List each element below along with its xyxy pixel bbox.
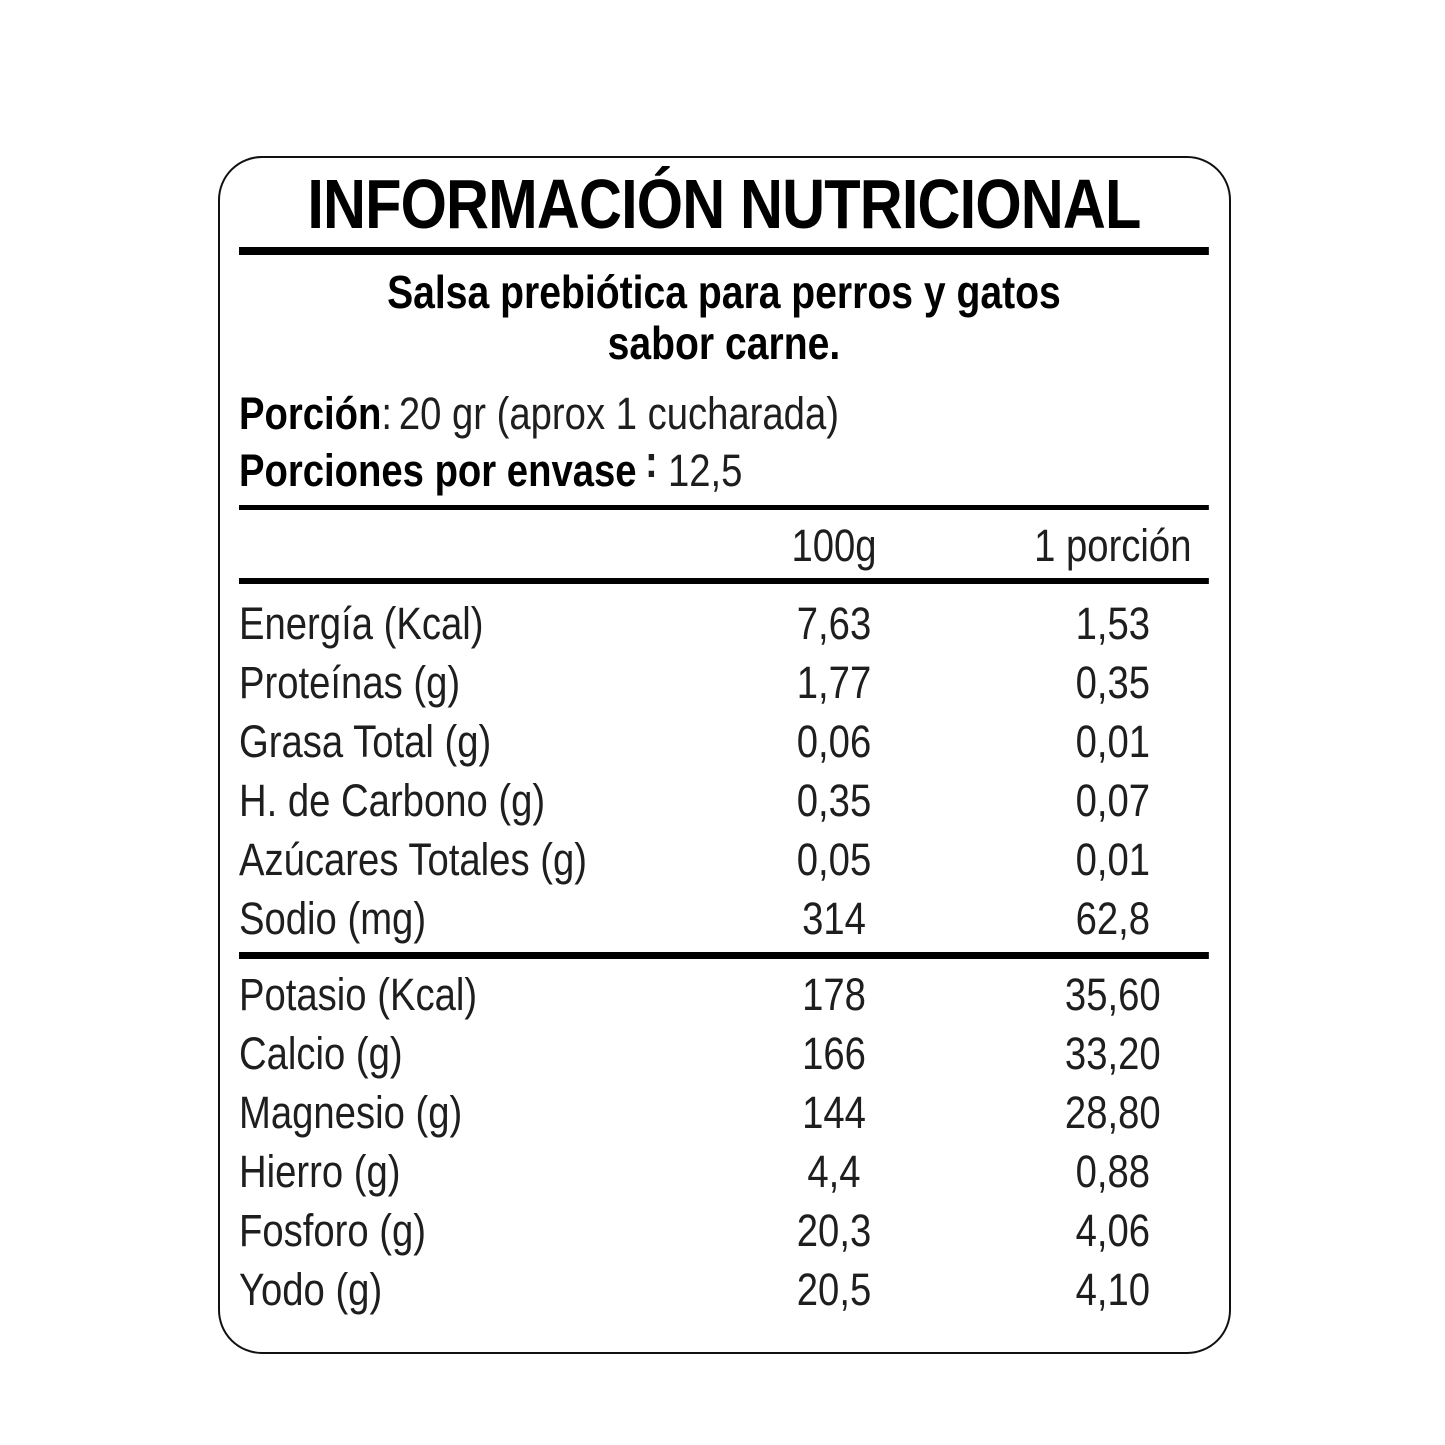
- value-portion: 28,80: [1064, 1086, 1161, 1138]
- product-description: Salsa prebiótica para perros y gatos sab…: [239, 267, 1209, 369]
- servings-colon: :: [645, 436, 658, 487]
- table-row: Fosforo (g) 20,3 4,06: [239, 1201, 1209, 1260]
- nutrition-label-panel: INFORMACIÓN NUTRICIONAL Salsa prebiótica…: [218, 156, 1231, 1354]
- subtitle-line-1: Salsa prebiótica para perros y gatos: [387, 266, 1061, 318]
- value-portion: 35,60: [1064, 968, 1161, 1020]
- portion-colon: :: [381, 388, 393, 439]
- value-portion: 0,88: [1075, 1145, 1151, 1197]
- value-portion: 0,01: [1075, 715, 1151, 767]
- value-portion: 0,01: [1075, 833, 1151, 885]
- nutrient-table-group-1: Energía (Kcal) 7,63 1,53 Proteínas (g) 1…: [239, 584, 1209, 948]
- nutrient-name: H. de Carbono (g): [239, 774, 546, 826]
- value-portion: 0,07: [1075, 774, 1151, 826]
- header-100g: 100g: [791, 520, 877, 571]
- nutrient-name: Azúcares Totales (g): [239, 833, 587, 885]
- value-portion: 1,53: [1075, 597, 1151, 649]
- label-content: INFORMACIÓN NUTRICIONAL Salsa prebiótica…: [239, 158, 1209, 1319]
- value-100g: 1,77: [796, 656, 872, 708]
- nutrient-name: Potasio (Kcal): [239, 968, 478, 1020]
- value-100g: 7,63: [796, 597, 872, 649]
- value-portion: 4,10: [1075, 1263, 1151, 1315]
- nutrient-name: Sodio (mg): [239, 892, 427, 944]
- header-1-porcion: 1 porción: [1034, 520, 1192, 571]
- title-divider: [239, 247, 1209, 255]
- value-portion: 62,8: [1075, 892, 1151, 944]
- value-100g: 178: [802, 968, 866, 1020]
- nutrient-name: Grasa Total (g): [239, 715, 492, 767]
- subtitle-line-2: sabor carne.: [607, 317, 841, 369]
- portion-line: Porción: 20 gr (aprox 1 cucharada): [239, 385, 1209, 442]
- table-row: Grasa Total (g) 0,06 0,01: [239, 712, 1209, 771]
- header-divider: [239, 578, 1209, 584]
- nutrient-name: Yodo (g): [239, 1263, 383, 1315]
- table-row: Azúcares Totales (g) 0,05 0,01: [239, 830, 1209, 889]
- table-row: Sodio (mg) 314 62,8: [239, 889, 1209, 948]
- nutrient-name: Fosforo (g): [239, 1204, 427, 1256]
- value-100g: 0,05: [796, 833, 872, 885]
- group-divider: [239, 952, 1209, 959]
- nutrient-name: Proteínas (g): [239, 656, 461, 708]
- servings-value: 12,5: [667, 445, 743, 496]
- servings-per-container-line: Porciones por envase:12,5: [239, 436, 1209, 499]
- value-100g: 4,4: [807, 1145, 861, 1197]
- value-portion: 33,20: [1064, 1027, 1161, 1079]
- value-portion: 0,35: [1075, 656, 1151, 708]
- value-100g: 0,06: [796, 715, 872, 767]
- value-portion: 4,06: [1075, 1204, 1151, 1256]
- table-top-divider: [239, 505, 1209, 510]
- portion-value: 20 gr (aprox 1 cucharada): [398, 388, 839, 439]
- nutrient-name: Calcio (g): [239, 1027, 403, 1079]
- table-row: H. de Carbono (g) 0,35 0,07: [239, 771, 1209, 830]
- portion-label: Porción: [239, 388, 382, 439]
- serving-info: Porción: 20 gr (aprox 1 cucharada) Porcio…: [239, 385, 1209, 499]
- page-title: INFORMACIÓN NUTRICIONAL: [307, 165, 1141, 243]
- value-100g: 20,3: [796, 1204, 872, 1256]
- table-row: Hierro (g) 4,4 0,88: [239, 1142, 1209, 1201]
- nutrient-name: Hierro (g): [239, 1145, 401, 1197]
- table-header-row: 100g 1 porción: [239, 510, 1209, 578]
- servings-label: Porciones por envase: [239, 445, 637, 496]
- table-row: Yodo (g) 20,5 4,10: [239, 1260, 1209, 1319]
- table-row: Calcio (g) 166 33,20: [239, 1024, 1209, 1083]
- value-100g: 314: [802, 892, 866, 944]
- value-100g: 20,5: [796, 1263, 872, 1315]
- value-100g: 166: [802, 1027, 866, 1079]
- nutrient-name: Magnesio (g): [239, 1086, 463, 1138]
- value-100g: 144: [802, 1086, 866, 1138]
- table-row: Proteínas (g) 1,77 0,35: [239, 653, 1209, 712]
- value-100g: 0,35: [796, 774, 872, 826]
- table-row: Magnesio (g) 144 28,80: [239, 1083, 1209, 1142]
- table-row: Energía (Kcal) 7,63 1,53: [239, 594, 1209, 653]
- nutrient-table-group-2: Potasio (Kcal) 178 35,60 Calcio (g) 166 …: [239, 959, 1209, 1319]
- nutrient-name: Energía (Kcal): [239, 597, 484, 649]
- table-row: Potasio (Kcal) 178 35,60: [239, 965, 1209, 1024]
